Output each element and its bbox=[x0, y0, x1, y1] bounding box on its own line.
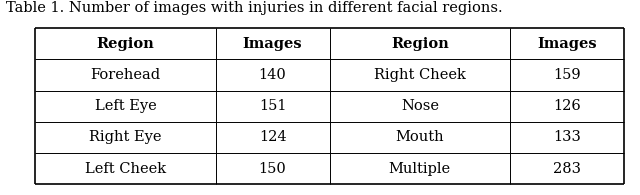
Text: 283: 283 bbox=[553, 162, 581, 176]
Text: Mouth: Mouth bbox=[396, 130, 444, 144]
Text: Nose: Nose bbox=[401, 99, 439, 113]
Text: Multiple: Multiple bbox=[388, 162, 451, 176]
Text: Left Cheek: Left Cheek bbox=[85, 162, 166, 176]
Text: 126: 126 bbox=[553, 99, 581, 113]
Text: Images: Images bbox=[537, 37, 597, 51]
Text: Forehead: Forehead bbox=[90, 68, 161, 82]
Text: Region: Region bbox=[391, 37, 449, 51]
Text: Images: Images bbox=[243, 37, 303, 51]
Text: Left Eye: Left Eye bbox=[95, 99, 156, 113]
Text: 124: 124 bbox=[259, 130, 287, 144]
Text: 159: 159 bbox=[553, 68, 581, 82]
Text: 151: 151 bbox=[259, 99, 286, 113]
Text: 140: 140 bbox=[259, 68, 287, 82]
Text: Table 1. Number of images with injuries in different facial regions.: Table 1. Number of images with injuries … bbox=[6, 1, 503, 15]
Text: 150: 150 bbox=[259, 162, 287, 176]
Text: Region: Region bbox=[97, 37, 154, 51]
Text: Right Eye: Right Eye bbox=[89, 130, 162, 144]
Text: 133: 133 bbox=[553, 130, 581, 144]
Text: Right Cheek: Right Cheek bbox=[374, 68, 466, 82]
